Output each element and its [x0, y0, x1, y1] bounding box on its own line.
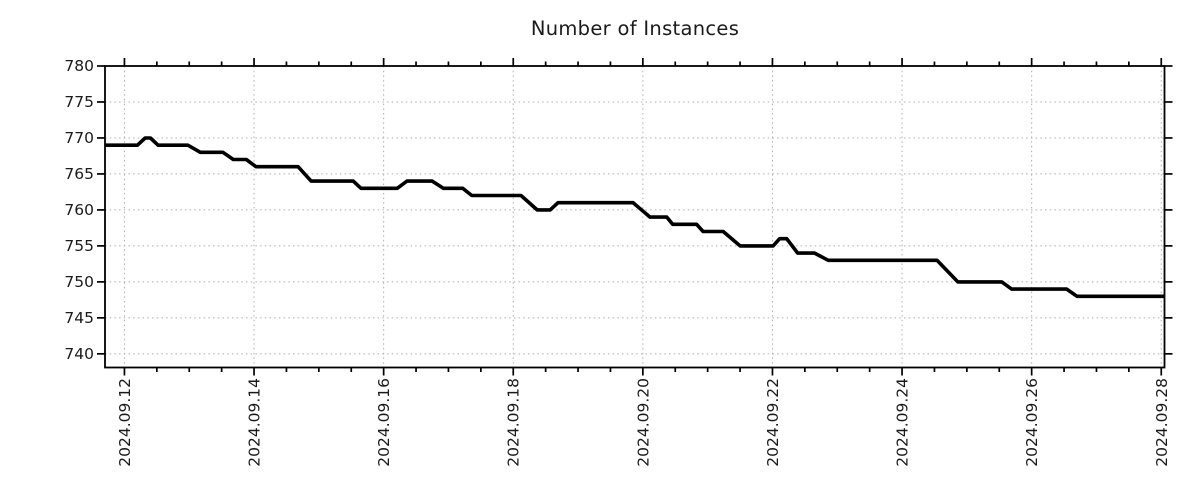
y-tick-label: 775	[64, 93, 94, 111]
x-tick-labels: 2024.09.12 2024.09.14 2024.09.16 2024.09.18…	[116, 378, 1171, 467]
y-tick-label: 770	[64, 129, 94, 147]
axis-ticks	[97, 58, 1173, 376]
y-tick-labels: 740 745 750 755 760 765 770 775 780	[64, 57, 94, 363]
x-tick-label: 2024.09.22	[764, 378, 782, 467]
y-tick-label: 740	[64, 345, 94, 363]
grid-lines	[105, 65, 1165, 368]
plot-frame	[104, 65, 1166, 369]
chart-title: Number of Instances	[530, 17, 740, 40]
y-tick-label: 745	[64, 309, 94, 327]
x-tick-label: 2024.09.12	[116, 378, 134, 467]
x-tick-label: 2024.09.26	[1023, 378, 1041, 467]
x-tick-label: 2024.09.20	[634, 378, 652, 467]
x-tick-label: 2024.09.24	[894, 378, 912, 467]
x-tick-label: 2024.09.14	[246, 378, 264, 467]
x-tick-label: 2024.09.18	[505, 378, 523, 467]
y-tick-label: 755	[64, 237, 94, 255]
y-tick-label: 750	[64, 273, 94, 291]
data-line-instances	[105, 136, 1165, 299]
y-tick-label: 765	[64, 165, 94, 183]
x-tick-label: 2024.09.16	[375, 378, 393, 467]
y-tick-label: 780	[64, 57, 94, 75]
x-tick-label: 2024.09.28	[1153, 378, 1171, 467]
y-tick-label: 760	[64, 201, 94, 219]
